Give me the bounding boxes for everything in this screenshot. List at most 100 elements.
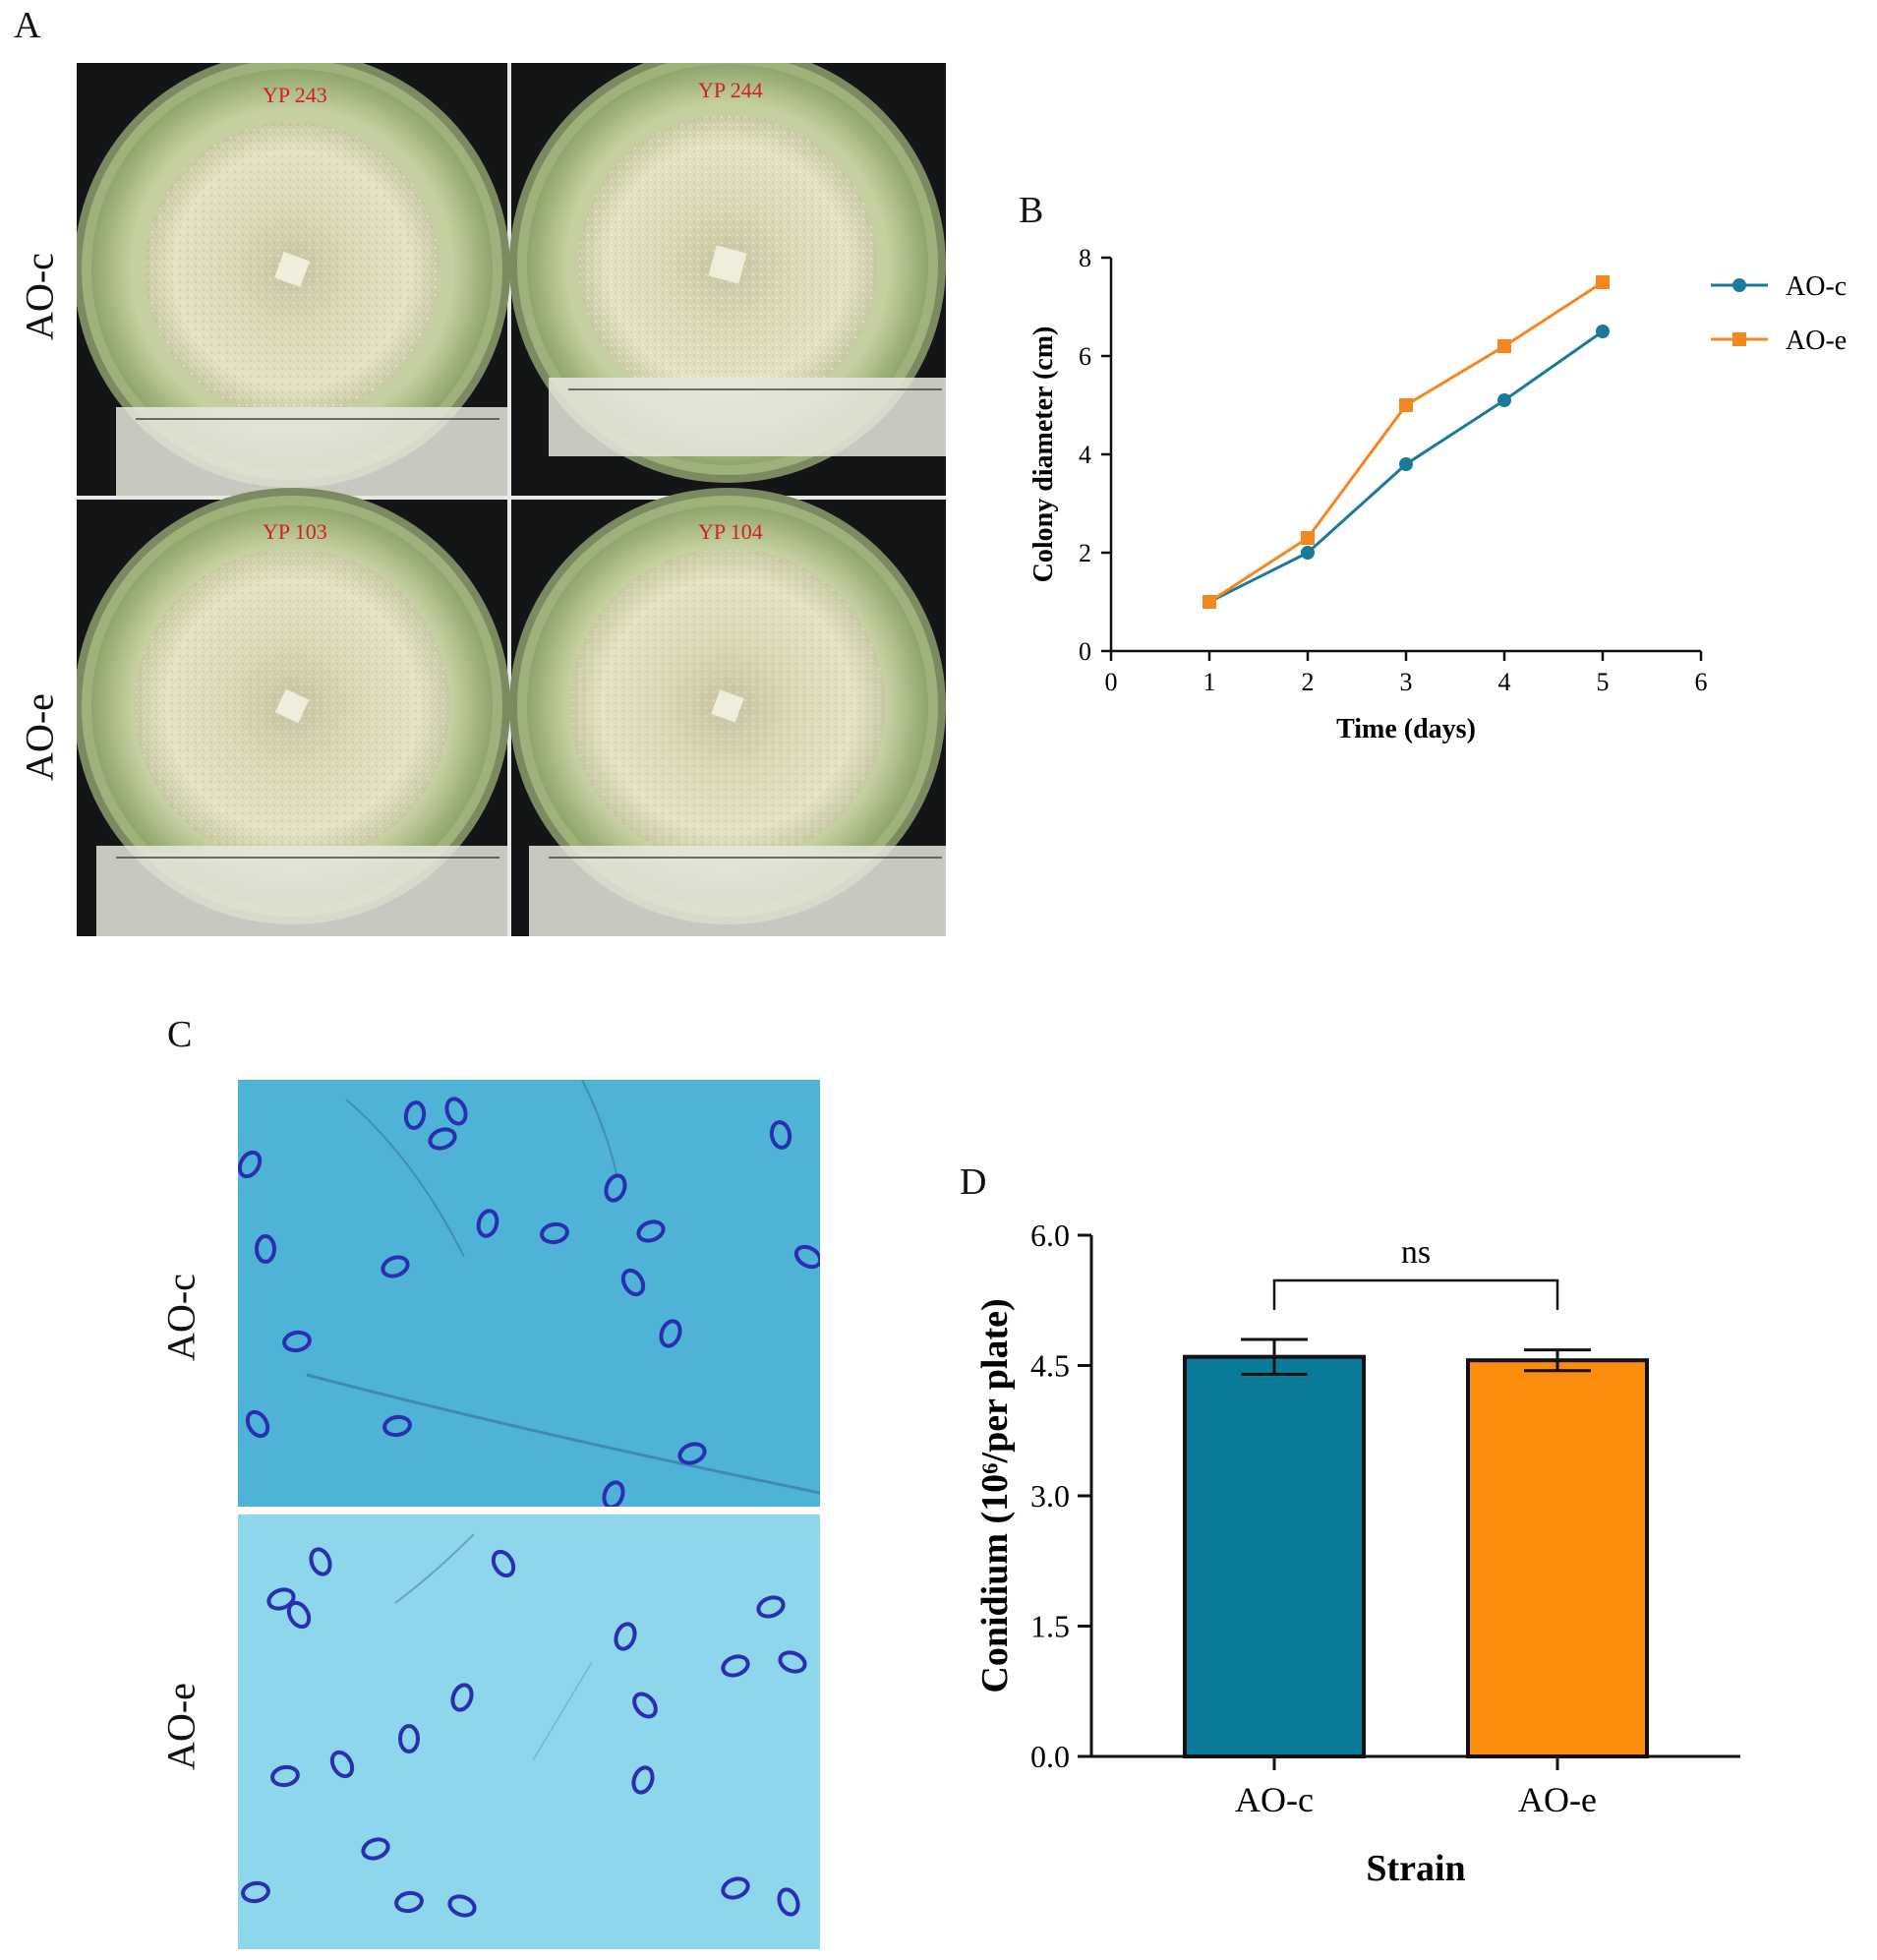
conidium-spore (428, 1127, 457, 1151)
plate-aoe-2: YP 104 (509, 488, 946, 924)
chart-b-point-AO-e (1399, 398, 1413, 412)
plate-aoc-1: YP 243 (74, 51, 510, 488)
chart-d-y-tick-label: 4.5 (1030, 1348, 1070, 1384)
chart-b-y-tick-label: 2 (1079, 539, 1091, 567)
conidium-spore (769, 1120, 792, 1150)
chart-b-series (1202, 275, 1610, 609)
hypha (306, 1373, 820, 1495)
chart-d-y-tick-label: 3.0 (1030, 1478, 1070, 1514)
chart-b-point-AO-c (1497, 393, 1511, 407)
hypha (345, 1099, 465, 1258)
conidium-spore (447, 1894, 477, 1918)
colony-plate-photo-grid: YP 243 YP 244 YP 10 (74, 46, 946, 936)
chart-d-y-axis-label: Conidium (10⁶/per plate) (974, 1298, 1016, 1693)
plate-aoc-2: YP 244 (509, 46, 946, 483)
chart-b-x-tick-label: 3 (1400, 668, 1413, 696)
conidium-spore (398, 1724, 420, 1753)
conidium-spore (659, 1319, 682, 1348)
conidium-spore (632, 1692, 658, 1719)
chart-b-point-AO-e (1301, 531, 1315, 545)
conidium-spore (394, 1890, 424, 1914)
conidium-spore (403, 1100, 427, 1130)
conidia-micrograph-aoc (238, 1080, 820, 1507)
conidium-spore (450, 1683, 474, 1712)
conidium-spore (329, 1750, 355, 1779)
ruler-aoc-1 (116, 407, 507, 498)
chart-d-y-tick-label: 6.0 (1030, 1218, 1070, 1253)
chart-b-legend-marker-AO-e (1732, 332, 1746, 346)
conidium-spore (777, 1887, 800, 1917)
chart-d-x-tick-label-AO-c: AO-c (1235, 1780, 1314, 1819)
ruler-aoe-2 (529, 846, 946, 936)
conidium-bar-chart: 0.0 1.5 3.0 4.5 6.0 AO-c AO-e Strain Conidium (1… (974, 1218, 1740, 1889)
chart-b-x-tick-label: 0 (1105, 668, 1118, 696)
conidium-spore (793, 1244, 820, 1270)
conidia-aoc-illustration (238, 1080, 820, 1507)
chart-b-point-AO-c (1596, 325, 1610, 338)
panel-d-letter: D (960, 1161, 987, 1203)
chart-b-legend: AO-c AO-e (1711, 271, 1847, 356)
chart-d-x-axis-label: Strain (1366, 1848, 1465, 1889)
conidium-spore (476, 1209, 499, 1238)
conidium-spore (381, 1255, 410, 1278)
conidium-spore (614, 1622, 637, 1651)
conidium-spore (309, 1547, 332, 1576)
chart-b-point-AO-e (1202, 595, 1216, 609)
svg-text:YP 104: YP 104 (698, 519, 763, 544)
svg-text:YP 103: YP 103 (263, 519, 327, 544)
chart-b-y-tick-label: 4 (1079, 441, 1091, 469)
chart-b-x-tick-label: 2 (1302, 668, 1315, 696)
panel-c-row-label-aoe: AO-e (158, 1683, 204, 1770)
conidium-spore (677, 1442, 707, 1465)
chart-b-legend-label-AO-c: AO-c (1786, 271, 1847, 302)
conidium-spore (756, 1595, 786, 1619)
chart-d-bars (1183, 1337, 1649, 1759)
panel-b-letter: B (1019, 190, 1044, 231)
chart-d-x-tick-label-AO-e: AO-e (1518, 1780, 1597, 1819)
conidium-spore (636, 1219, 666, 1243)
panel-a-row-label-aoe: AO-e (17, 693, 62, 781)
conidium-spore (238, 1150, 263, 1179)
chart-b-y-tick-label: 0 (1079, 637, 1091, 666)
conidium-spore (491, 1549, 516, 1578)
conidium-spore (245, 1409, 270, 1439)
conidium-spore (444, 1097, 468, 1126)
conidium-spore (361, 1837, 390, 1861)
chart-d-y-tick-label: 1.5 (1030, 1609, 1070, 1644)
panel-a-letter: A (14, 5, 41, 46)
conidium-spore (602, 1480, 625, 1507)
chart-b-x-axis-label: Time (days) (1336, 714, 1476, 744)
chart-b-x-tick-label: 6 (1695, 668, 1708, 696)
colony-plates-illustration: YP 243 YP 244 YP 10 (74, 46, 946, 936)
chart-b-y-axis-label: Colony diameter (cm) (1028, 327, 1059, 583)
conidium-spore (286, 1600, 312, 1630)
chart-b-y-tick-label: 8 (1079, 244, 1091, 272)
chart-b-point-AO-e (1596, 275, 1610, 289)
conidium-spore (266, 1587, 296, 1611)
chart-b-x-tick-label: 5 (1597, 668, 1610, 696)
ruler-aoc-2 (549, 378, 946, 456)
panel-c-letter: C (167, 1014, 193, 1055)
chart-d-bar-AO-c (1183, 1354, 1366, 1759)
conidium-spore (382, 1414, 412, 1438)
svg-text:YP 243: YP 243 (263, 83, 327, 107)
chart-b-point-AO-c (1301, 546, 1315, 560)
ruler-aoe-1 (96, 846, 509, 936)
conidium-spore (540, 1221, 569, 1245)
conidium-spore (604, 1173, 627, 1203)
conidium-spore (721, 1876, 750, 1900)
conidium-spore (620, 1268, 646, 1297)
chart-b-legend-marker-AO-c (1732, 278, 1746, 292)
chart-b-series-line-AO-e (1208, 280, 1604, 604)
chart-d-significance-label: ns (1401, 1234, 1431, 1271)
chart-b-x-tick-label: 4 (1498, 668, 1511, 696)
hypha (532, 1661, 593, 1761)
conidium-spore (778, 1650, 807, 1674)
chart-b-x-tick-label: 1 (1203, 668, 1216, 696)
chart-d-y-tick-label: 0.0 (1030, 1739, 1070, 1774)
conidium-spore (270, 1764, 300, 1788)
hypha (394, 1533, 475, 1604)
panel-c-row-label-aoc: AO-c (158, 1274, 204, 1361)
conidium-spore (631, 1765, 655, 1795)
conidia-micrograph-aoe (238, 1515, 820, 1949)
